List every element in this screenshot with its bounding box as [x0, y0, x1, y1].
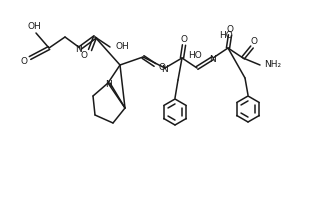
Text: N: N	[106, 80, 113, 88]
Text: O: O	[159, 62, 166, 72]
Text: O: O	[180, 34, 187, 44]
Text: HO: HO	[188, 50, 202, 59]
Text: O: O	[226, 24, 233, 33]
Text: HO: HO	[219, 31, 233, 40]
Text: NH₂: NH₂	[264, 59, 282, 69]
Text: N: N	[161, 64, 167, 73]
Text: O: O	[21, 57, 27, 65]
Text: OH: OH	[27, 21, 41, 31]
Text: OH: OH	[116, 42, 130, 50]
Text: O: O	[251, 36, 258, 46]
Text: N: N	[209, 55, 215, 63]
Text: O: O	[80, 50, 87, 59]
Text: N: N	[75, 45, 82, 54]
